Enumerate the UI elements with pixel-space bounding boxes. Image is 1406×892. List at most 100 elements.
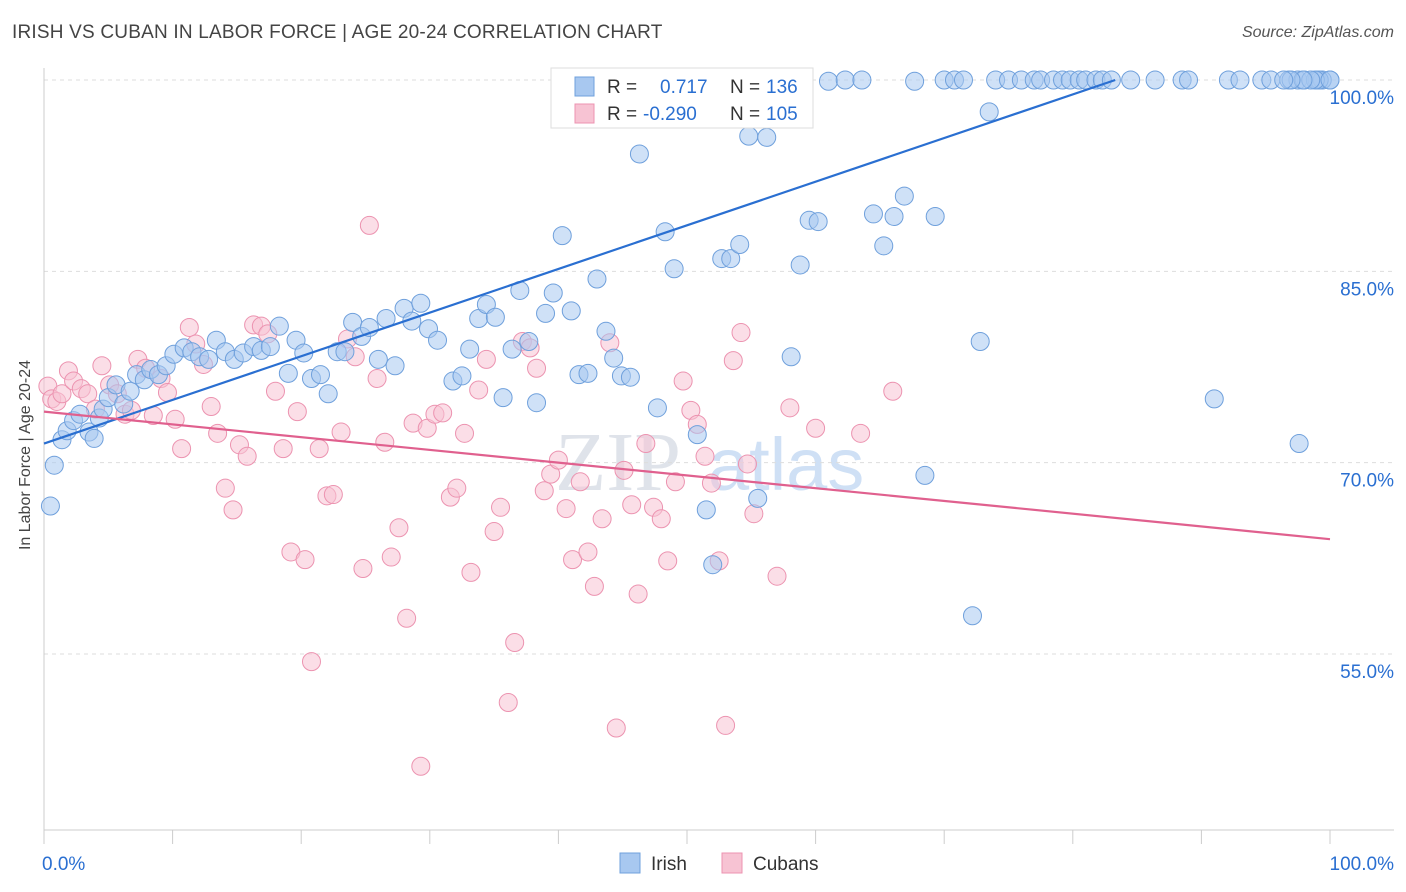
- cubans-point-51: [397, 608, 417, 628]
- irish-point-73: [629, 144, 649, 164]
- cubans-point-46: [359, 215, 379, 235]
- irish-point-64: [552, 226, 572, 246]
- cubans-point-89: [673, 371, 693, 391]
- irish-point-37: [318, 384, 338, 404]
- cubans-point-26: [215, 478, 235, 498]
- irish-points: [40, 70, 1340, 626]
- irish-swatch: [574, 76, 595, 97]
- irish-point-81: [703, 555, 723, 575]
- cubans-point-50: [389, 518, 409, 538]
- irish-point-13: [120, 381, 140, 401]
- irish-point-7: [84, 428, 104, 448]
- irish-point-90: [781, 347, 801, 367]
- cubans-point-92: [695, 446, 715, 466]
- cubans-point-76: [578, 542, 598, 562]
- irish-point-109: [979, 102, 999, 122]
- irish-point-108: [970, 331, 990, 351]
- irish-point-65: [561, 301, 581, 321]
- cubans-point-49: [381, 547, 401, 567]
- cubans-point-100: [767, 566, 787, 586]
- irish-point-86: [748, 488, 768, 508]
- irish-point-99: [884, 206, 904, 226]
- irish-point-68: [587, 269, 607, 289]
- cubans-point-101: [780, 398, 800, 418]
- cubans-point-36: [287, 402, 307, 422]
- irish-point-83: [721, 249, 741, 269]
- irish-point-60: [519, 331, 539, 351]
- y-axis-label: In Labor Force | Age 20-24: [17, 360, 34, 550]
- irish-point-145: [1320, 70, 1340, 90]
- irish-point-31: [269, 316, 289, 336]
- cubans-point-72: [548, 450, 568, 470]
- cubans-point-56: [433, 403, 453, 423]
- cubans-point-80: [606, 718, 626, 738]
- cubans-point-83: [628, 584, 648, 604]
- cubans-point-87: [658, 551, 678, 571]
- irish-n-value: 136: [766, 77, 798, 98]
- irish-point-57: [493, 388, 513, 408]
- stats-legend: R = 0.717 N = 136 R = -0.290 N = 105: [550, 67, 814, 129]
- y-tick-label-1: 70.0%: [1340, 471, 1394, 492]
- cubans-point-27: [223, 500, 243, 520]
- cubans-r-label: R =: [607, 104, 637, 125]
- cubans-point-47: [367, 368, 387, 388]
- irish-point-94: [818, 71, 838, 91]
- cubans-point-59: [455, 423, 475, 443]
- irish-point-61: [527, 393, 547, 413]
- irish-n-label: N =: [730, 77, 760, 98]
- cubans-point-7: [78, 384, 98, 404]
- cubans-point-74: [563, 550, 583, 570]
- cubans-point-45: [353, 559, 373, 579]
- cubans-point-63: [484, 522, 504, 542]
- cubans-point-3: [52, 384, 72, 404]
- cubans-points: [38, 215, 903, 776]
- irish-point-79: [687, 425, 707, 445]
- irish-point-142: [1289, 434, 1309, 454]
- y-tick-labels: 55.0% 70.0% 85.0% 100.0%: [1330, 88, 1395, 683]
- irish-point-126: [1179, 70, 1199, 90]
- irish-point-106: [953, 70, 973, 90]
- cubans-point-70: [534, 481, 554, 501]
- cubans-point-73: [556, 499, 576, 519]
- cubans-point-77: [584, 576, 604, 596]
- irish-point-95: [835, 70, 855, 90]
- irish-point-62: [536, 303, 556, 323]
- cubans-point-25: [208, 423, 228, 443]
- irish-point-124: [1145, 70, 1165, 90]
- cubans-point-34: [273, 439, 293, 459]
- irish-point-85: [739, 126, 759, 146]
- irish-point-144: [1274, 70, 1294, 90]
- cubans-point-20: [172, 439, 192, 459]
- irish-point-67: [578, 363, 598, 383]
- irish-r-value: 0.717: [660, 77, 708, 98]
- cubans-point-24: [201, 397, 221, 417]
- cubans-point-69: [527, 358, 547, 378]
- cubans-point-37: [295, 550, 315, 570]
- trend-lines: [43, 78, 1331, 541]
- irish-point-84: [730, 235, 750, 255]
- irish-point-1: [44, 455, 64, 475]
- irish-point-97: [863, 204, 883, 224]
- axes: [43, 68, 1394, 844]
- cubans-point-84: [636, 434, 656, 454]
- cubans-point-96: [723, 351, 743, 371]
- irish-point-43: [368, 349, 388, 369]
- cubans-point-33: [265, 381, 285, 401]
- irish-point-77: [664, 259, 684, 279]
- irish-point-70: [604, 348, 624, 368]
- irish-point-58: [502, 339, 522, 359]
- y-tick-label-2: 85.0%: [1340, 279, 1394, 300]
- stats-legend-box: [550, 67, 814, 129]
- cubans-point-97: [731, 323, 751, 343]
- cubans-point-42: [331, 422, 351, 442]
- irish-point-30: [260, 337, 280, 357]
- series-legend: Irish Cubans: [619, 852, 819, 875]
- irish-point-93: [808, 212, 828, 232]
- cubans-point-104: [883, 381, 903, 401]
- irish-point-50: [428, 330, 448, 350]
- irish-point-52: [452, 366, 472, 386]
- cubans-trend-line: [43, 410, 1331, 541]
- cubans-point-48: [375, 432, 395, 452]
- chart-title: IRISH VS CUBAN IN LABOR FORCE | AGE 20-2…: [12, 22, 663, 43]
